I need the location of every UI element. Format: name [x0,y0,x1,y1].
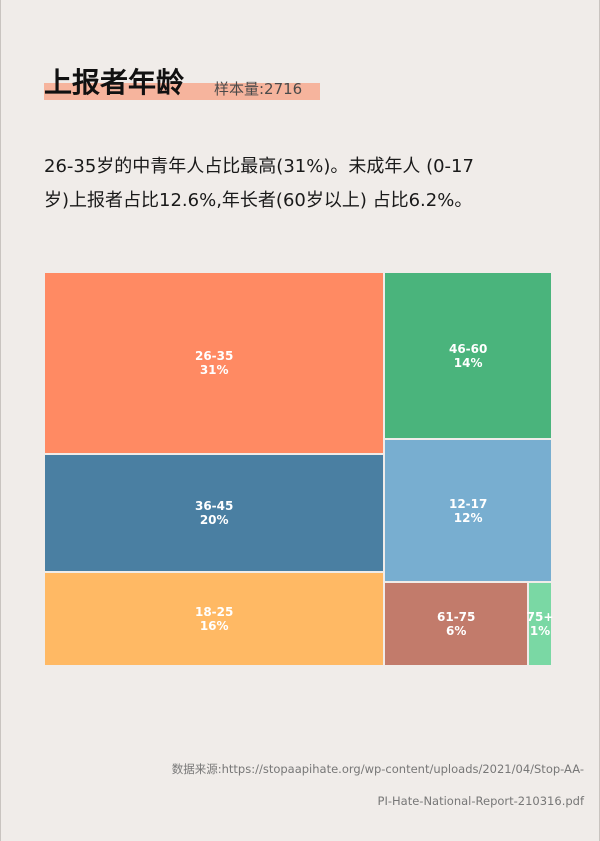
sample-size: 样本量:2716 [214,80,303,98]
cell-value-label: 1% [529,624,551,639]
cell-value-label: 6% [446,624,467,639]
cell-category-label: 46-60 [448,341,488,356]
treemap-cell-26-35: 26-35 31% [44,272,385,455]
cell-category-label: 18-25 [194,604,234,619]
cell-category-label: 26-35 [194,349,234,364]
treemap-chart: 26-35 31% 36-45 20% 18-25 16% 46-60 14% 12-17 12%… [44,272,554,666]
description-line-2: 岁)上报者占比12.6%,年长者(60岁以上) 占比6.2%。 [44,190,473,211]
source-url-part-2[interactable]: PI-Hate-National-Report-210316.pdf [377,794,584,808]
cell-category-label: 61-75 [437,610,476,625]
cell-value-label: 16% [199,618,229,633]
treemap-cell-12-17: 12-17 12% [384,439,552,583]
source-url-part-1[interactable]: https://stopaapihate.org/wp-content/uplo… [221,762,584,776]
description: 26-35岁的中青年人占比最高(31%)。未成年人 (0-17 岁)上报者占比1… [44,150,564,218]
cell-category-label: 36-45 [194,499,234,514]
treemap-cell-61-75: 61-75 6% [384,582,529,666]
cell-value-label: 14% [453,355,483,370]
treemap-cell-75plus: 75+ 1% [526,582,554,666]
treemap-cell-46-60: 46-60 14% [384,272,552,440]
chart-title: 上报者年龄 [44,66,185,99]
title-highlight [44,83,320,100]
treemap-cell-18-25: 18-25 16% [44,571,385,666]
source-label: 数据来源: [171,762,222,776]
description-line-1: 26-35岁的中青年人占比最高(31%)。未成年人 (0-17 [44,156,474,177]
cell-value-label: 31% [199,363,229,378]
cell-category-label: 75+ [526,610,554,625]
source-note: 数据来源:https://stopaapihate.org/wp-content… [144,753,584,817]
left-border [0,0,1,841]
cell-value-label: 20% [199,513,229,528]
treemap-cell-36-45: 36-45 20% [44,454,385,572]
cell-category-label: 12-17 [448,496,488,511]
cell-value-label: 12% [453,510,483,525]
